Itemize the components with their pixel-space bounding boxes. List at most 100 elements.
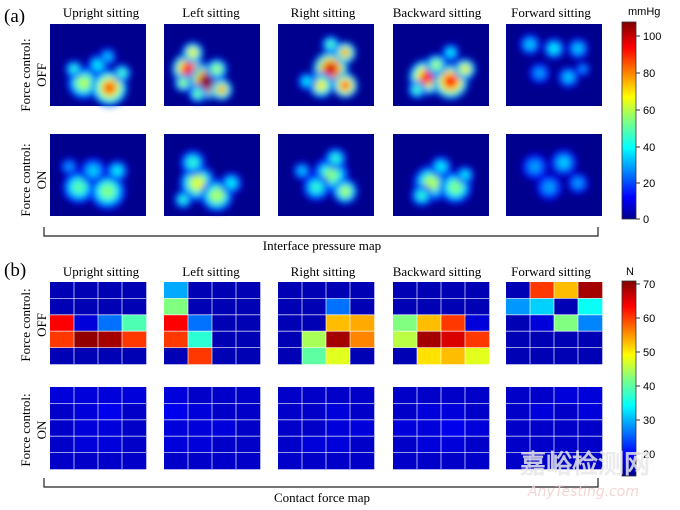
watermark-en: AnyTesting.com bbox=[527, 484, 639, 500]
panel-a-col-forward: Forward sitting bbox=[511, 5, 591, 20]
force-cell bbox=[417, 282, 442, 299]
panel-a-col-left: Left sitting bbox=[182, 5, 240, 20]
pressure-hotspot bbox=[549, 44, 559, 53]
force-cell bbox=[278, 282, 303, 299]
panel-b-row-on-line1: Force control: bbox=[18, 393, 33, 466]
colorbar-a bbox=[621, 21, 637, 220]
force-cell bbox=[393, 419, 418, 437]
force-cell bbox=[350, 298, 375, 316]
force-map-on-4 bbox=[393, 387, 490, 470]
watermark-cn: 嘉峪检测网 bbox=[520, 449, 650, 480]
force-cell bbox=[393, 387, 418, 404]
force-cell bbox=[164, 387, 189, 404]
force-cell bbox=[98, 403, 123, 421]
colorbar-b-tick: 20 bbox=[643, 449, 655, 461]
force-cell bbox=[74, 331, 99, 348]
force-cell bbox=[578, 331, 603, 348]
pressure-hotspot bbox=[210, 189, 223, 202]
force-cell bbox=[506, 282, 531, 299]
pressure-hotspot bbox=[298, 167, 306, 175]
force-cell bbox=[393, 403, 418, 421]
force-cell bbox=[302, 403, 327, 421]
force-cell bbox=[578, 403, 603, 421]
force-cell bbox=[441, 452, 466, 470]
colorbar-a-tick: 0 bbox=[643, 214, 649, 226]
force-cell bbox=[212, 436, 237, 453]
pressure-hotspot bbox=[212, 65, 221, 74]
force-map-off-5 bbox=[506, 282, 603, 365]
pressure-hotspot bbox=[88, 165, 99, 176]
panel-b-row-off-line2: OFF bbox=[34, 313, 49, 337]
panel-b-col-left: Left sitting bbox=[182, 264, 240, 279]
force-cell bbox=[278, 387, 303, 404]
force-cell bbox=[578, 314, 603, 332]
force-cell bbox=[441, 314, 466, 332]
force-cell bbox=[326, 298, 351, 316]
force-cell bbox=[122, 347, 147, 365]
force-cell bbox=[441, 347, 466, 365]
force-cell bbox=[326, 452, 351, 470]
force-cell bbox=[465, 331, 490, 348]
force-cell bbox=[212, 282, 237, 299]
pressure-hotspot bbox=[118, 69, 126, 77]
panel-a-row-off-label: Force control: OFF bbox=[18, 38, 49, 111]
colorbar-b-tick: 60 bbox=[643, 313, 655, 325]
force-cell bbox=[98, 419, 123, 437]
colorbar-a-unit: mmHg bbox=[628, 6, 660, 18]
force-cell bbox=[212, 419, 237, 437]
panel-a-caption: Interface pressure map bbox=[263, 238, 381, 253]
panel-b-row-on-label: Force control: ON bbox=[18, 393, 49, 466]
force-cell bbox=[554, 347, 579, 365]
force-cell bbox=[236, 387, 261, 404]
force-cell bbox=[236, 436, 261, 453]
pressure-hotspot bbox=[190, 176, 205, 190]
force-cell bbox=[164, 298, 189, 316]
force-cell bbox=[465, 436, 490, 453]
force-cell bbox=[236, 298, 261, 316]
force-cell bbox=[530, 387, 555, 404]
force-cell bbox=[74, 314, 99, 332]
force-cell bbox=[122, 298, 147, 316]
panel-a-row-on-line1: Force control: bbox=[18, 143, 33, 216]
force-cell bbox=[554, 331, 579, 348]
force-cell bbox=[278, 314, 303, 332]
force-cell bbox=[441, 387, 466, 404]
colorbar-a-tick: 20 bbox=[643, 178, 655, 190]
colorbar-b-tick: 30 bbox=[643, 415, 655, 427]
panel-a-row-off-line2: OFF bbox=[34, 63, 49, 87]
force-cell bbox=[50, 298, 75, 316]
force-cell bbox=[417, 452, 442, 470]
force-map-off-1 bbox=[50, 282, 147, 365]
force-cell bbox=[50, 282, 75, 299]
panel-a-bracket bbox=[43, 227, 599, 237]
force-cell bbox=[554, 419, 579, 437]
panel-b-row-on-line2: ON bbox=[34, 420, 49, 439]
force-cell bbox=[74, 452, 99, 470]
panel-a-row-on-label: Force control: ON bbox=[18, 143, 49, 216]
force-cell bbox=[506, 387, 531, 404]
force-cell bbox=[554, 282, 579, 299]
pressure-hotspot bbox=[413, 86, 421, 93]
force-cell bbox=[188, 331, 213, 348]
force-cell bbox=[188, 282, 213, 299]
force-cell bbox=[212, 452, 237, 470]
panel-b-bracket bbox=[43, 478, 599, 488]
pressure-hotspot bbox=[77, 76, 90, 90]
pressure-hotspot bbox=[432, 60, 441, 70]
force-cell bbox=[164, 331, 189, 348]
pressure-hotspot bbox=[327, 41, 335, 48]
pressure-hotspot bbox=[93, 60, 103, 70]
force-cell bbox=[236, 347, 261, 365]
pressure-map-on-1 bbox=[50, 134, 146, 216]
force-cell bbox=[164, 436, 189, 453]
force-cell bbox=[164, 347, 189, 365]
force-cell bbox=[417, 298, 442, 316]
force-cell bbox=[236, 403, 261, 421]
pressure-hotspot bbox=[535, 69, 544, 78]
force-cell bbox=[554, 298, 579, 316]
force-cell bbox=[441, 298, 466, 316]
pressure-hotspot bbox=[341, 48, 350, 57]
pressure-hotspot bbox=[188, 157, 198, 168]
force-cell bbox=[441, 419, 466, 437]
force-cell bbox=[278, 347, 303, 365]
